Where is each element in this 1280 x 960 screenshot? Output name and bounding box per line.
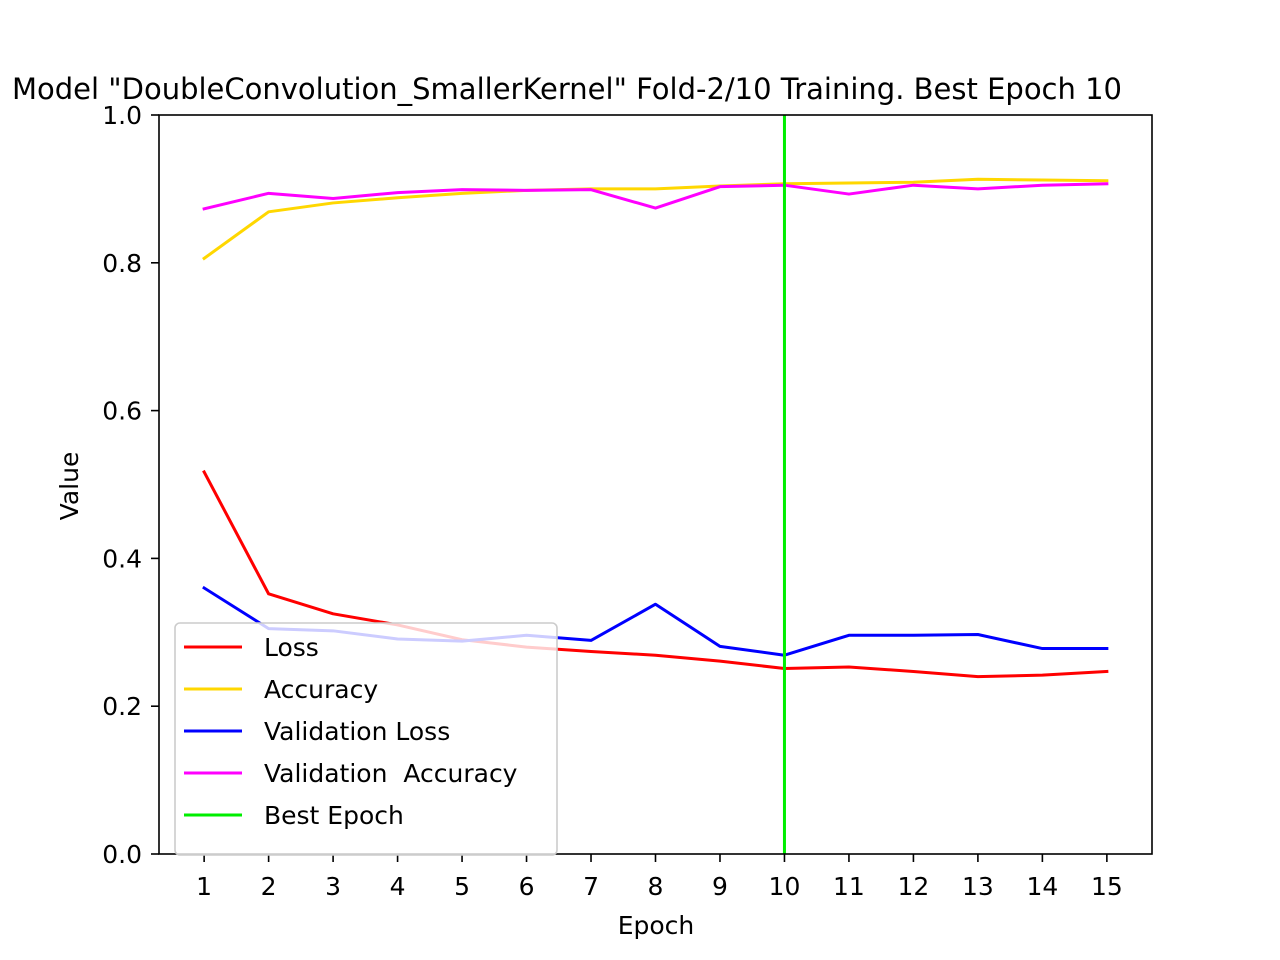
x-tick-label: 4 xyxy=(390,872,406,901)
x-tick-label: 3 xyxy=(325,872,341,901)
x-tick-label: 1 xyxy=(196,872,212,901)
x-tick-label: 2 xyxy=(261,872,277,901)
chart-title: Model "DoubleConvolution_SmallerKernel" … xyxy=(12,72,1122,106)
legend-label: Loss xyxy=(264,633,319,662)
series-line-1 xyxy=(202,469,1109,679)
x-tick-label: 5 xyxy=(454,872,470,901)
legend-box xyxy=(174,622,558,856)
x-tick-label: 13 xyxy=(962,872,994,901)
legend: Loss Accuracy Validation Loss Validation Ac… xyxy=(174,622,558,856)
series-line-4 xyxy=(202,182,1109,211)
x-tick-label: 6 xyxy=(519,872,535,901)
y-tick-label: 0.0 xyxy=(102,840,142,869)
x-tick-label: 12 xyxy=(898,872,930,901)
x-tick-label: 9 xyxy=(712,872,728,901)
legend-label: Accuracy xyxy=(264,675,378,704)
y-tick-label: 0.2 xyxy=(102,692,142,721)
x-tick-label: 11 xyxy=(833,872,865,901)
y-tick-label: 0.4 xyxy=(102,544,142,573)
series-line-2 xyxy=(202,177,1109,261)
y-axis-title: Value xyxy=(55,452,84,521)
y-tick-label: 1.0 xyxy=(102,101,142,130)
x-tick-label: 10 xyxy=(769,872,801,901)
x-tick-label: 14 xyxy=(1026,872,1058,901)
x-tick-label: 8 xyxy=(648,872,664,901)
y-tick-label: 0.6 xyxy=(102,397,142,426)
x-axis-title: Epoch xyxy=(618,911,695,940)
legend-label: Best Epoch xyxy=(264,801,404,830)
legend-label: Validation Accuracy xyxy=(264,759,518,788)
x-tick-label: 15 xyxy=(1091,872,1123,901)
x-tick-label: 7 xyxy=(583,872,599,901)
y-tick-label: 0.8 xyxy=(102,249,142,278)
legend-label: Validation Loss xyxy=(264,717,450,746)
